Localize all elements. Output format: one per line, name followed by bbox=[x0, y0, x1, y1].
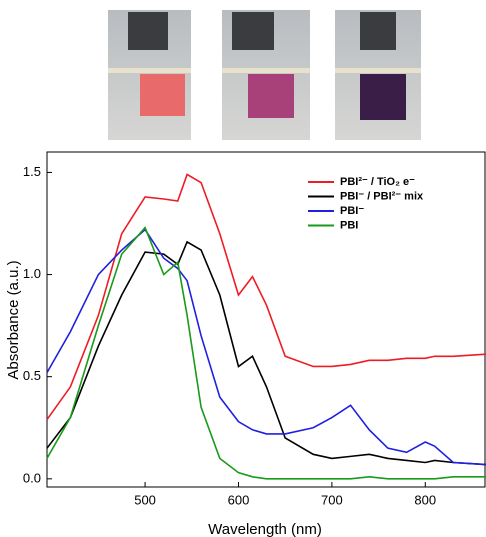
y-tick-label: 1.5 bbox=[23, 164, 41, 179]
photos bbox=[108, 10, 421, 140]
series-line bbox=[46, 173, 486, 421]
x-tick-label: 500 bbox=[134, 492, 156, 507]
clip bbox=[232, 12, 274, 50]
legend-label: PBI⁻ / PBI²⁻ mix bbox=[340, 190, 424, 202]
holder bbox=[222, 68, 310, 73]
y-tick-label: 0.0 bbox=[23, 470, 41, 485]
film-red bbox=[140, 74, 185, 116]
holder bbox=[108, 68, 191, 73]
clip bbox=[128, 12, 168, 50]
legend-label: PBI bbox=[340, 219, 358, 231]
legend-label: PBI⁻ bbox=[340, 205, 364, 217]
x-tick-label: 700 bbox=[321, 492, 343, 507]
film-dark bbox=[360, 74, 406, 120]
holder bbox=[335, 68, 421, 73]
plot-frame bbox=[46, 151, 486, 488]
y-tick-label: 0.5 bbox=[23, 368, 41, 383]
x-tick-label: 600 bbox=[228, 492, 250, 507]
x-tick-label: 800 bbox=[414, 492, 436, 507]
y-axis-label: Absorbance (a.u.) bbox=[5, 260, 22, 379]
y-tick-label: 1.0 bbox=[23, 266, 41, 281]
clip bbox=[360, 12, 396, 50]
film-purple bbox=[248, 74, 294, 118]
x-axis-label: Wavelength (nm) bbox=[208, 521, 322, 537]
legend-label: PBI²⁻ / TiO₂ e⁻ bbox=[340, 176, 415, 188]
series-line bbox=[46, 226, 486, 480]
series-line bbox=[46, 240, 486, 466]
